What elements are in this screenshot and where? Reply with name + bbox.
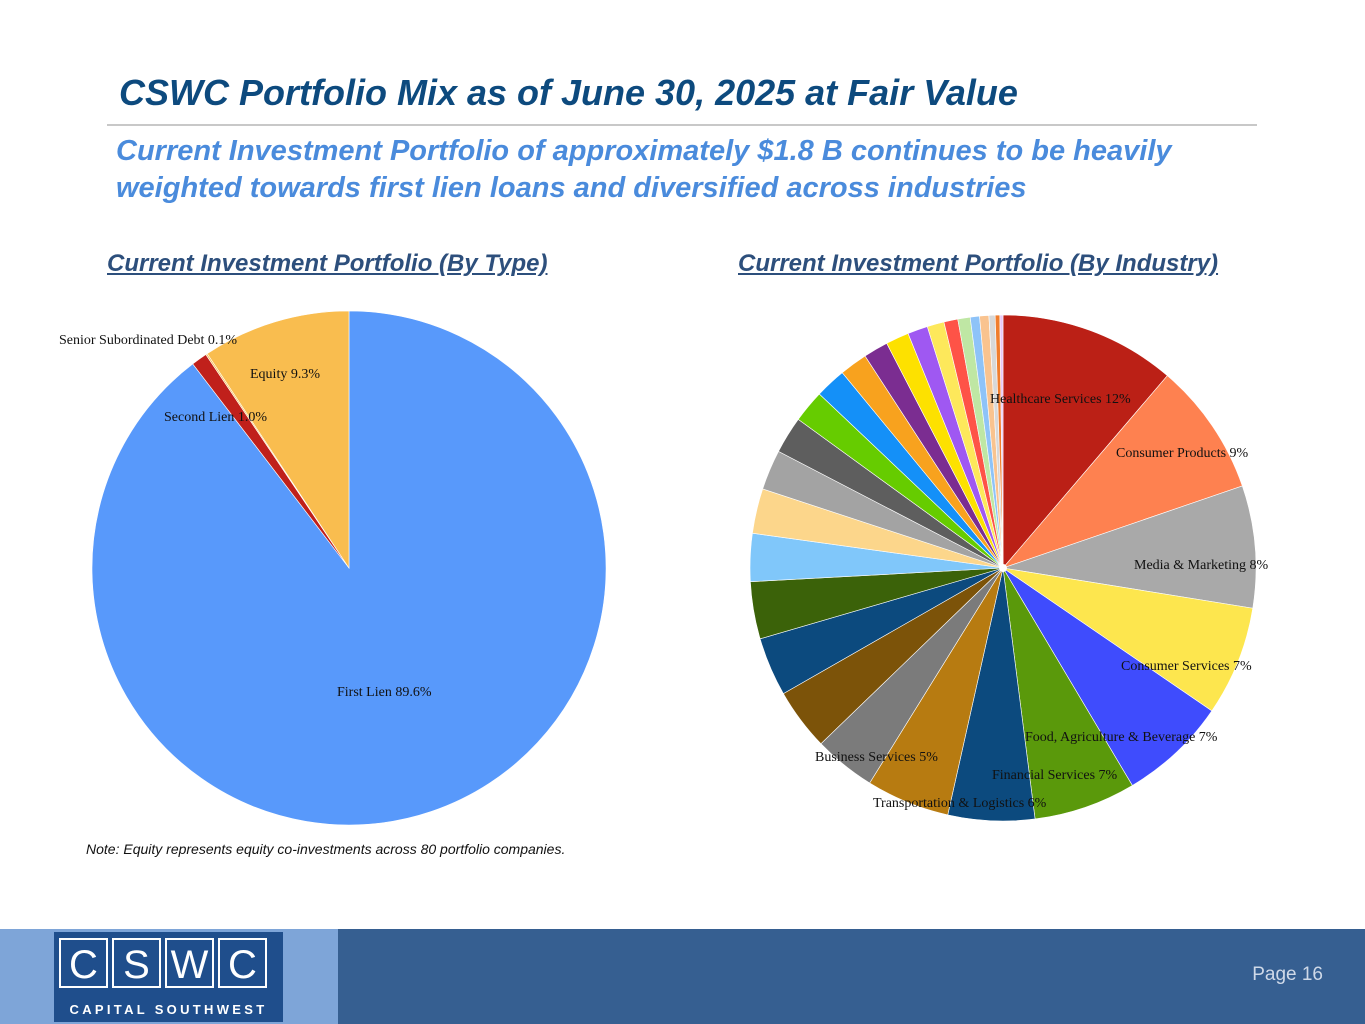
logo-letter: C xyxy=(218,938,267,988)
title-divider xyxy=(107,124,1257,126)
label-first-lien: First Lien 89.6% xyxy=(337,685,432,700)
label-financial-services: Financial Services 7% xyxy=(992,768,1118,783)
logo-letter: C xyxy=(59,938,108,988)
slice-food-agriculture-beverage xyxy=(1002,567,1213,786)
slice-healthcare-services xyxy=(1002,314,1168,569)
pie-by-industry xyxy=(749,314,1257,822)
pie-charts: First Lien 89.6% Second Lien 1.0% Senior… xyxy=(59,310,1268,826)
logo-letter: W xyxy=(165,938,214,988)
label-consumer-products: Consumer Products 9% xyxy=(1116,446,1249,461)
label-transportation-logistics: Transportation & Logistics 6% xyxy=(873,796,1047,811)
slice-equity xyxy=(206,310,350,569)
footnote: Note: Equity represents equity co-invest… xyxy=(86,841,566,857)
logo-letters: C S W C xyxy=(59,938,271,988)
slice-media-marketing xyxy=(1002,485,1257,609)
slice-industry-30 xyxy=(999,314,1004,569)
label-media-marketing: Media & Marketing 8% xyxy=(1134,558,1268,573)
logo-tagline: CAPITAL SOUTHWEST xyxy=(69,1002,268,1017)
label-equity: Equity 9.3% xyxy=(250,367,320,382)
page-number: Page 16 xyxy=(1252,964,1323,985)
logo-letter: S xyxy=(112,938,161,988)
label-business-services: Business Services 5% xyxy=(815,750,938,765)
label-food-agriculture: Food, Agriculture & Beverage 7% xyxy=(1025,730,1218,745)
pie-by-type xyxy=(91,310,607,826)
label-consumer-services: Consumer Services 7% xyxy=(1121,659,1252,674)
pie-center-dot xyxy=(999,564,1007,572)
chart-title-by-type: Current Investment Portfolio (By Type) xyxy=(107,250,548,277)
slice-consumer-products xyxy=(1002,375,1243,569)
chart-title-by-industry: Current Investment Portfolio (By Industr… xyxy=(738,250,1219,277)
cswc-logo: C S W C CAPITAL SOUTHWEST xyxy=(54,932,283,1022)
slice-consumer-services xyxy=(1002,567,1254,712)
footer-bar: C S W C CAPITAL SOUTHWEST Page 16 xyxy=(0,929,1365,1024)
footer-logo-panel: C S W C CAPITAL SOUTHWEST xyxy=(0,929,338,1024)
slide-title: CSWC Portfolio Mix as of June 30, 2025 a… xyxy=(119,72,1018,113)
label-healthcare-services: Healthcare Services 12% xyxy=(990,392,1131,407)
label-senior-sub-debt: Senior Subordinated Debt 0.1% xyxy=(59,333,237,348)
label-second-lien: Second Lien 1.0% xyxy=(164,410,267,425)
slide-subtitle: Current Investment Portfolio of approxim… xyxy=(116,135,1172,204)
